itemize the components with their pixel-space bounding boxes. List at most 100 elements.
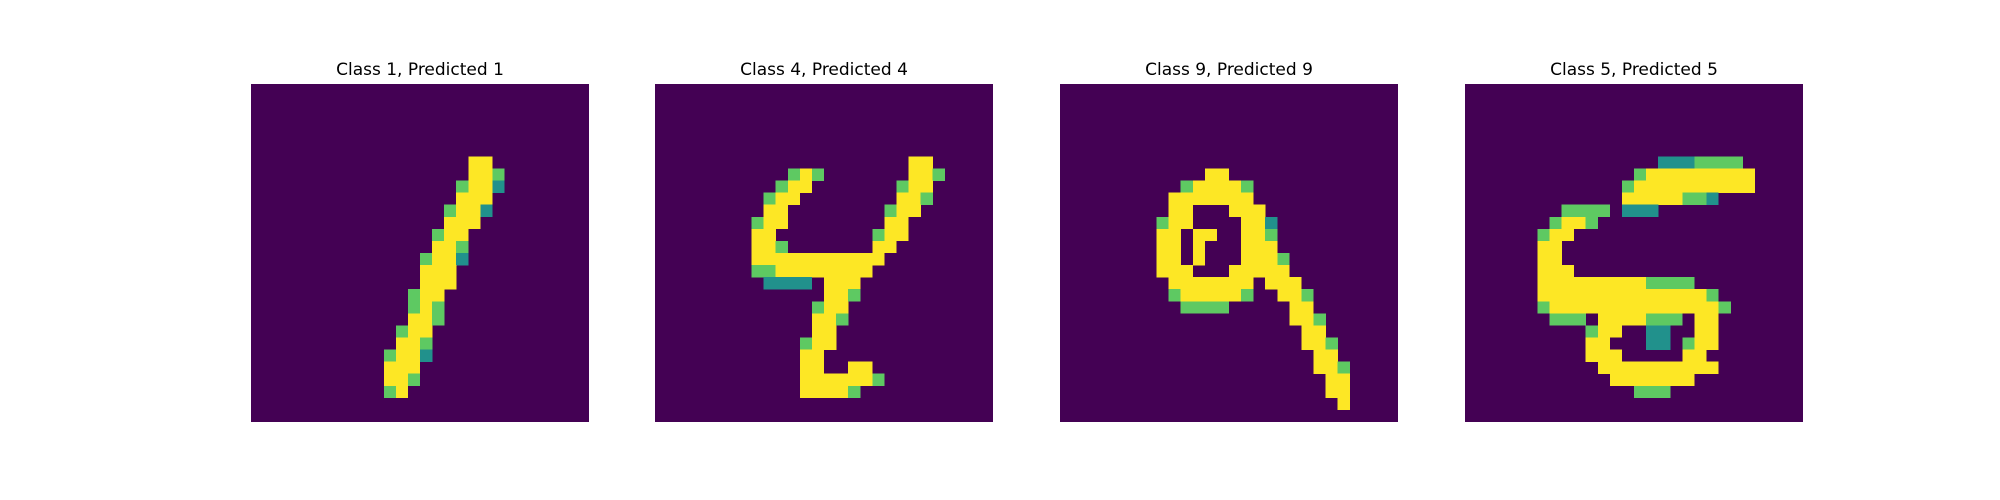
- pixel: [1634, 277, 1647, 290]
- pixel: [799, 361, 813, 374]
- pixel: [1216, 192, 1230, 205]
- pixel: [395, 337, 409, 350]
- pixel: [1301, 301, 1314, 314]
- pixel: [1313, 349, 1326, 362]
- pixel: [1156, 240, 1169, 254]
- pixel: [1609, 301, 1623, 314]
- pixel: [751, 228, 764, 242]
- pixel: [908, 168, 921, 181]
- pixel: [1682, 373, 1695, 387]
- pixel: [1204, 192, 1218, 205]
- pixel: [1609, 349, 1623, 362]
- pixel: [1621, 373, 1635, 387]
- pixel: [1253, 216, 1266, 230]
- pixel: [1658, 301, 1671, 314]
- pixel: [1168, 240, 1181, 254]
- pixel: [407, 313, 421, 326]
- pixel: [1168, 192, 1181, 205]
- pixel: [407, 325, 421, 338]
- pixel: [1265, 228, 1278, 242]
- pixel: [811, 265, 825, 278]
- pixel: [1229, 180, 1242, 193]
- pixel: [1621, 301, 1635, 314]
- pixel: [407, 289, 421, 302]
- pixel: [1585, 349, 1599, 362]
- pixel: [1670, 277, 1683, 290]
- pixel: [1277, 253, 1290, 266]
- pixel: [420, 349, 433, 362]
- pixel: [1706, 337, 1719, 350]
- pixel: [407, 373, 421, 387]
- pixel: [1192, 180, 1206, 193]
- pixel: [420, 289, 433, 302]
- pixel: [1694, 168, 1707, 181]
- pixel: [799, 277, 813, 290]
- pixel: [775, 180, 789, 193]
- pixel: [1561, 313, 1574, 326]
- pixel: [848, 289, 861, 302]
- pixel: [1325, 337, 1338, 350]
- pixel: [1192, 192, 1206, 205]
- pixel: [1585, 301, 1599, 314]
- pixel: [824, 313, 837, 326]
- pixel: [468, 216, 481, 230]
- pixel: [872, 253, 885, 266]
- pixel: [456, 180, 469, 193]
- digit-panel-2: Class 4, Predicted 4: [655, 56, 993, 422]
- pixel: [787, 192, 801, 205]
- pixel: [1609, 289, 1623, 302]
- pixel: [1658, 373, 1671, 387]
- pixel: [848, 373, 861, 387]
- pixel: [1277, 265, 1290, 278]
- pixel: [811, 361, 825, 374]
- pixel: [1325, 349, 1338, 362]
- pixel: [432, 301, 445, 314]
- pixel: [836, 301, 849, 314]
- pixel: [824, 277, 837, 290]
- pixel: [1634, 313, 1647, 326]
- pixel: [1549, 216, 1562, 230]
- pixel: [1180, 277, 1194, 290]
- pixel: [1180, 301, 1194, 314]
- pixel: [1216, 168, 1230, 181]
- pixel: [1180, 216, 1194, 230]
- pixel: [1718, 180, 1731, 193]
- pixel: [1265, 216, 1278, 230]
- pixel: [1670, 361, 1683, 374]
- pixel: [1621, 313, 1635, 326]
- pixel: [1597, 337, 1611, 350]
- pixel: [811, 313, 825, 326]
- pixel: [1192, 228, 1206, 242]
- pixel: [1646, 192, 1659, 205]
- pixel: [1597, 361, 1611, 374]
- pixel: [836, 277, 849, 290]
- pixel: [1537, 240, 1550, 254]
- digit-image: [251, 84, 589, 422]
- pixel: [824, 325, 837, 338]
- pixel: [811, 385, 825, 399]
- pixel: [468, 156, 481, 169]
- pixel: [1670, 168, 1683, 181]
- pixel: [1646, 168, 1659, 181]
- pixel: [836, 385, 849, 399]
- pixel: [1718, 156, 1731, 169]
- pixel: [848, 265, 861, 278]
- pixel: [1561, 277, 1574, 290]
- pixel: [872, 228, 885, 242]
- pixel: [1634, 373, 1647, 387]
- pixel: [1621, 277, 1635, 290]
- pixel: [420, 277, 433, 290]
- pixel: [420, 325, 433, 338]
- pixel: [1229, 204, 1242, 218]
- pixel: [1646, 361, 1659, 374]
- pixel: [395, 349, 409, 362]
- pixel: [1253, 204, 1266, 218]
- pixel: [775, 204, 789, 218]
- pixel: [1634, 180, 1647, 193]
- pixel: [751, 216, 764, 230]
- pixel: [1658, 289, 1671, 302]
- pixel: [763, 228, 776, 242]
- pixel: [1537, 301, 1550, 314]
- pixel: [395, 373, 409, 387]
- pixel: [836, 253, 849, 266]
